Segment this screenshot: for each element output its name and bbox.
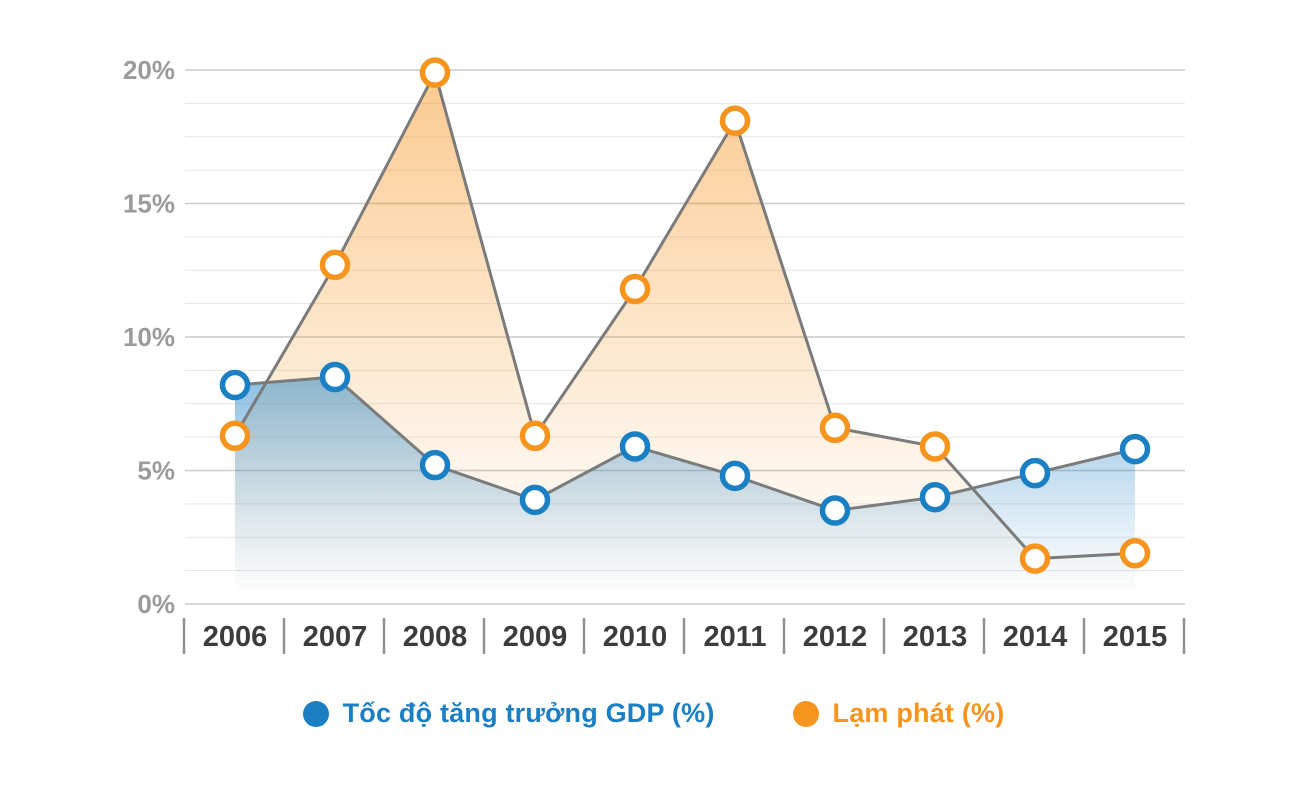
gdp-marker	[1019, 457, 1051, 489]
y-tick-label: 20%	[123, 55, 175, 85]
gdp-marker	[1119, 433, 1151, 465]
gdp-marker	[219, 369, 251, 401]
x-tick-label: 2006	[203, 621, 268, 653]
x-tick-label: 2010	[603, 621, 668, 653]
chart-legend: Tốc độ tăng trưởng GDP (%) Lạm phát (%)	[0, 698, 1307, 729]
gdp-legend-dot-icon	[302, 700, 329, 727]
y-tick-label: 0%	[137, 589, 175, 619]
inflation-marker	[1119, 538, 1151, 569]
gdp-marker	[919, 481, 951, 513]
inflation-marker	[1019, 543, 1051, 574]
gdp-area-fill	[235, 377, 1135, 596]
inflation-marker	[219, 420, 251, 452]
gdp-marker	[819, 495, 851, 526]
inflation-marker	[319, 249, 351, 281]
gdp-marker	[619, 431, 651, 462]
y-tick-label: 15%	[123, 189, 175, 219]
inflation-markers	[219, 57, 1151, 574]
legend-item-inflation: Lạm phát (%)	[792, 698, 1005, 729]
inflation-area-fill	[235, 72, 1135, 597]
inflation-legend-label: Lạm phát (%)	[832, 698, 1005, 728]
legend-item-gdp: Tốc độ tăng trưởng GDP (%)	[302, 698, 715, 729]
gdp-marker	[319, 361, 351, 393]
x-tick-label: 2011	[704, 621, 767, 653]
inflation-marker	[719, 105, 751, 136]
chart-area: 0% 5% 10% 15% 20% 2006 2007 2008 2009 2010 2011 201…	[123, 55, 1186, 654]
x-tick-label: 2014	[1003, 621, 1068, 653]
x-tick-label: 2009	[503, 621, 568, 653]
inflation-line	[233, 71, 1137, 561]
inflation-marker	[519, 420, 551, 452]
inflation-marker	[619, 273, 651, 305]
gdp-markers	[219, 361, 1151, 526]
x-tick-label: 2008	[403, 621, 468, 653]
x-tick-label: 2013	[903, 621, 968, 653]
gdp-marker	[519, 484, 551, 516]
gdp-marker	[419, 449, 451, 481]
y-axis-labels: 0% 5% 10% 15% 20%	[123, 55, 175, 619]
x-axis-ticks	[182, 618, 1186, 654]
inflation-marker	[819, 412, 851, 444]
gdp-legend-label: Tốc độ tăng trưởng GDP (%)	[342, 698, 715, 728]
gdp-line	[233, 375, 1137, 513]
inflation-marker	[919, 431, 951, 462]
y-tick-label: 10%	[123, 322, 175, 352]
inflation-legend-dot-icon	[792, 700, 819, 727]
x-axis-labels: 2006 2007 2008 2009 2010 2011 2012 2013 2014 2015	[203, 621, 1168, 653]
inflation-marker	[419, 57, 451, 88]
gdp-inflation-line-chart: 0% 5% 10% 15% 20% 2006 2007 2008 2009 2010 2011 201…	[123, 55, 1186, 654]
gdp-marker	[719, 460, 751, 492]
x-tick-label: 2015	[1103, 621, 1168, 653]
y-tick-label: 5%	[137, 456, 175, 486]
x-tick-label: 2007	[303, 621, 368, 653]
x-tick-label: 2012	[803, 621, 868, 653]
